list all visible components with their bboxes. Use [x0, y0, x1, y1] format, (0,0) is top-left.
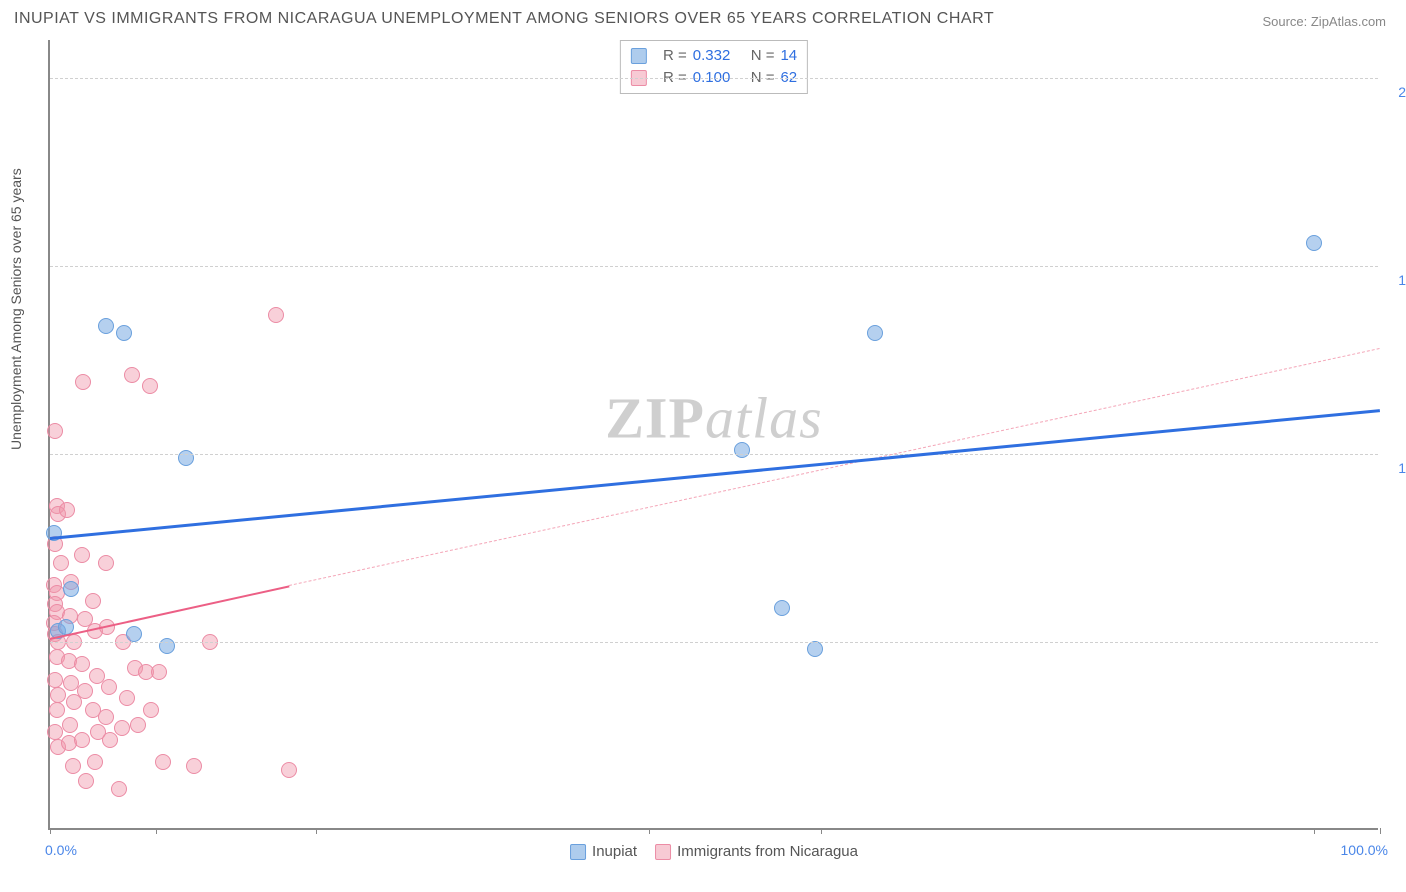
point-nicaragua: [78, 773, 94, 789]
legend-label-inupiat: Inupiat: [592, 843, 637, 860]
swatch-blue-icon: [570, 844, 586, 860]
point-inupiat: [178, 450, 194, 466]
point-nicaragua: [50, 687, 66, 703]
legend-item-inupiat: Inupiat: [570, 843, 637, 860]
x-axis-label-min: 0.0%: [45, 842, 77, 858]
x-tick-mark: [156, 828, 157, 834]
x-tick-mark: [50, 828, 51, 834]
point-nicaragua: [74, 547, 90, 563]
y-tick-label: 5.0%: [1383, 648, 1406, 664]
point-nicaragua: [62, 717, 78, 733]
x-tick-mark: [1314, 828, 1315, 834]
point-nicaragua: [65, 758, 81, 774]
point-inupiat: [867, 325, 883, 341]
point-nicaragua: [268, 307, 284, 323]
point-nicaragua: [155, 754, 171, 770]
y-tick-label: 15.0%: [1383, 272, 1406, 288]
gridline-h: [50, 642, 1378, 643]
point-nicaragua: [74, 732, 90, 748]
point-nicaragua: [85, 593, 101, 609]
point-nicaragua: [151, 664, 167, 680]
point-nicaragua: [119, 690, 135, 706]
point-nicaragua: [47, 423, 63, 439]
point-nicaragua: [281, 762, 297, 778]
scatter-points-layer: [50, 40, 1378, 828]
chart-plot-area: ZIPatlas R = 0.332 N = 14 R = 0.100 N = …: [48, 40, 1378, 830]
gridline-h: [50, 78, 1378, 79]
point-nicaragua: [142, 378, 158, 394]
point-inupiat: [774, 600, 790, 616]
legend-label-nicaragua: Immigrants from Nicaragua: [677, 843, 858, 860]
point-nicaragua: [59, 502, 75, 518]
point-nicaragua: [74, 656, 90, 672]
point-inupiat: [116, 325, 132, 341]
gridline-h: [50, 266, 1378, 267]
point-inupiat: [159, 638, 175, 654]
point-nicaragua: [114, 720, 130, 736]
gridline-h: [50, 454, 1378, 455]
y-tick-label: 20.0%: [1383, 84, 1406, 100]
swatch-pink-icon: [655, 844, 671, 860]
y-axis-label: Unemployment Among Seniors over 65 years: [8, 168, 24, 450]
point-nicaragua: [98, 555, 114, 571]
x-tick-mark: [1380, 828, 1381, 834]
x-axis-label-max: 100.0%: [1341, 842, 1388, 858]
point-nicaragua: [47, 672, 63, 688]
source-attribution: Source: ZipAtlas.com: [1262, 14, 1386, 29]
x-tick-mark: [649, 828, 650, 834]
point-inupiat: [1306, 235, 1322, 251]
point-nicaragua: [101, 679, 117, 695]
point-nicaragua: [143, 702, 159, 718]
series-legend: Inupiat Immigrants from Nicaragua: [570, 843, 858, 860]
chart-title: INUPIAT VS IMMIGRANTS FROM NICARAGUA UNE…: [14, 10, 994, 28]
point-nicaragua: [47, 724, 63, 740]
point-nicaragua: [87, 754, 103, 770]
point-nicaragua: [53, 555, 69, 571]
point-nicaragua: [186, 758, 202, 774]
legend-item-nicaragua: Immigrants from Nicaragua: [655, 843, 858, 860]
point-nicaragua: [111, 781, 127, 797]
point-nicaragua: [98, 709, 114, 725]
point-inupiat: [734, 442, 750, 458]
point-nicaragua: [124, 367, 140, 383]
point-nicaragua: [130, 717, 146, 733]
point-nicaragua: [49, 702, 65, 718]
point-inupiat: [63, 581, 79, 597]
point-nicaragua: [75, 374, 91, 390]
point-nicaragua: [77, 683, 93, 699]
x-tick-mark: [316, 828, 317, 834]
point-inupiat: [98, 318, 114, 334]
point-inupiat: [126, 626, 142, 642]
y-tick-label: 10.0%: [1383, 460, 1406, 476]
point-inupiat: [807, 641, 823, 657]
x-tick-mark: [821, 828, 822, 834]
